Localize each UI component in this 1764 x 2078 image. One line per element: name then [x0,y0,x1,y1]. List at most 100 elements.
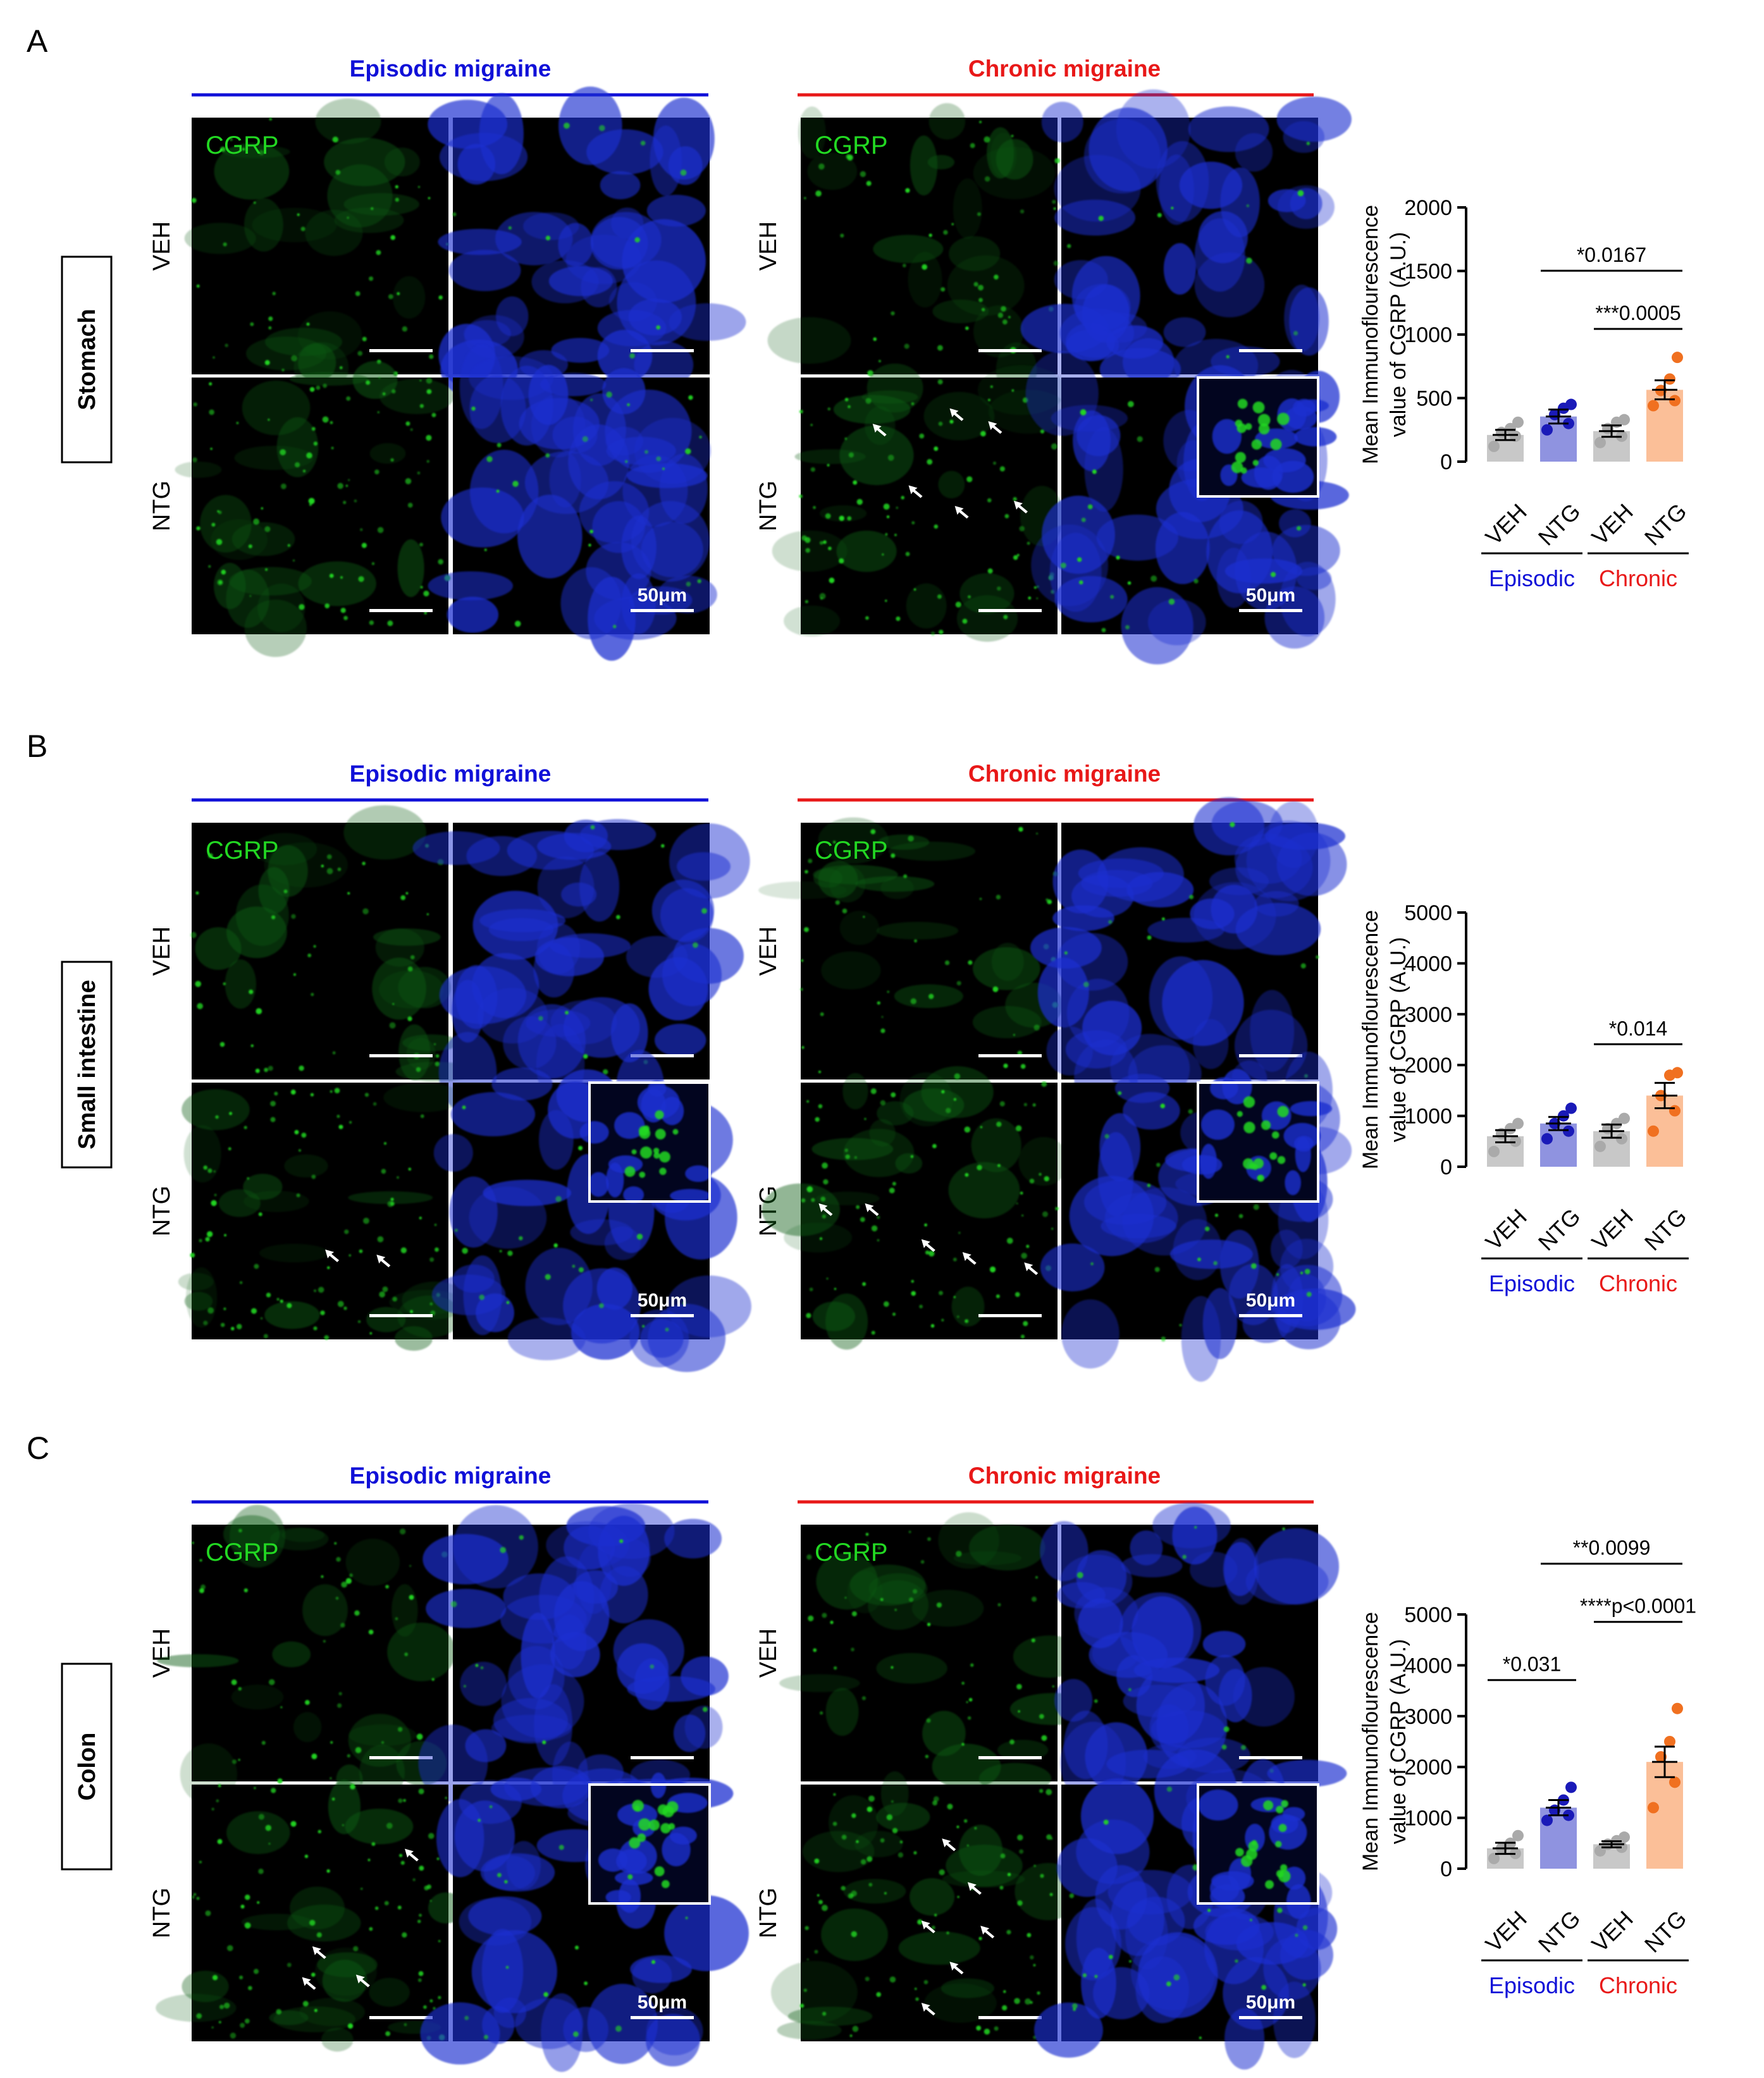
cgrp-signal [1060,562,1066,569]
cgrp-signal [507,1250,513,1257]
cgrp-signal [655,1129,666,1140]
cgrp-signal [335,1596,339,1600]
tissue-autofluorescence [942,1870,1025,1888]
cgrp-signal [1127,581,1132,585]
cgrp-signal [880,1028,885,1033]
cgrp-signal [1014,1998,1020,2005]
cgrp-signal [660,844,665,848]
cgrp-signal [471,406,476,411]
cgrp-signal [841,1835,847,1840]
y-axis-label-line2: value of CGRP (A.U.) [1386,937,1410,1142]
dapi-region [1083,118,1161,194]
cgrp-signal [409,1565,412,1567]
cgrp-signal [374,469,379,475]
cgrp-signal [958,1231,961,1234]
tissue-autofluorescence [953,178,982,239]
cgrp-signal [866,1541,870,1545]
cgrp-signal [244,1126,247,1129]
cgrp-signal [937,345,943,351]
cgrp-signal [1040,1874,1044,1878]
cgrp-signal [270,1117,276,1122]
data-point [1672,352,1683,364]
cgrp-signal [1160,1104,1166,1109]
cgrp-signal [224,1234,226,1237]
data-point [1565,398,1577,410]
tissue-autofluorescence [315,98,381,144]
cgrp-signal [256,1008,262,1014]
dapi-region [1224,2008,1265,2070]
cgrp-signal [405,478,412,484]
cgrp-signal [979,120,982,123]
tissue-autofluorescence [779,1674,860,1692]
cgrp-signal [1083,981,1089,988]
cgrp-signal [992,986,999,992]
tissue-autofluorescence [289,372,368,386]
cgrp-signal [261,507,264,510]
tissue-autofluorescence [348,1714,411,1767]
cgrp-signal [937,594,942,599]
scale-bar [978,349,1042,352]
cgrp-signal [326,868,333,875]
cgrp-signal [886,515,890,519]
cgrp-signal [573,2031,579,2038]
arrow-marker-icon [1024,1262,1039,1276]
scale-bar [369,1314,433,1317]
cgrp-signal [1238,1214,1243,1219]
dapi-region [1193,1019,1229,1069]
cgrp-signal [377,1236,384,1243]
dapi-region [1065,1030,1127,1069]
cgrp-signal [359,1249,363,1253]
cgrp-signal [350,1783,355,1790]
dapi-region [1235,902,1321,956]
cgrp-signal [984,136,990,143]
cgrp-signal [1023,1103,1028,1107]
cgrp-signal [320,1310,325,1315]
scale-bar [369,1054,433,1057]
dapi-region [1172,1506,1218,1565]
cgrp-signal [997,312,1004,318]
cgrp-signal [258,1212,262,1217]
cgrp-signal [400,1247,407,1253]
cgrp-signal [818,1104,823,1109]
dapi-region [1121,587,1193,665]
cgrp-signal [819,1237,823,1240]
cgrp-signal [854,1156,858,1159]
scale-bar [369,1756,433,1759]
cgrp-signal [823,1179,829,1185]
cgrp-signal [866,181,872,187]
cgrp-signal [970,1663,974,1667]
cgrp-signal [912,1589,918,1594]
chronic-ntg-merge-image: 50μm [1040,1052,1356,1382]
cgrp-signal [1033,1964,1036,1967]
scale-bar [631,609,694,612]
cgrp-signal [889,1188,895,1193]
data-point [1565,1102,1577,1114]
tissue-autofluorescence [911,1590,984,1627]
dapi-region [1179,161,1243,209]
cgrp-signal [1270,572,1276,577]
tissue-autofluorescence [959,1824,1003,1876]
cgrp-signal [294,462,300,468]
dapi-nucleus [669,1826,697,1845]
scale-bar [978,609,1042,612]
cgrp-signal [385,1585,389,1589]
cgrp-signal [362,336,367,341]
cgrp-signal [332,137,338,143]
tissue-autofluorescence [298,343,336,383]
tissue-autofluorescence [297,311,362,360]
tissue-autofluorescence [293,1712,322,1742]
dapi-region [1169,1239,1253,1269]
dapi-region [610,1003,648,1063]
cgrp-signal [966,1701,968,1704]
cgrp-signal [308,498,315,505]
cgrp-signal [808,1615,814,1621]
bar-chart: Mean Immunoflourescence value of CGRP (A.… [1359,196,1692,591]
cgrp-signal [1049,1893,1053,1897]
data-point [1512,416,1524,428]
dapi-region [673,928,744,984]
micrograph-background [801,1525,1058,1781]
cgrp-signal [1020,1191,1023,1195]
cgrp-signal [937,379,943,384]
cgrp-signal [941,287,946,292]
cgrp-signal [545,1274,551,1280]
